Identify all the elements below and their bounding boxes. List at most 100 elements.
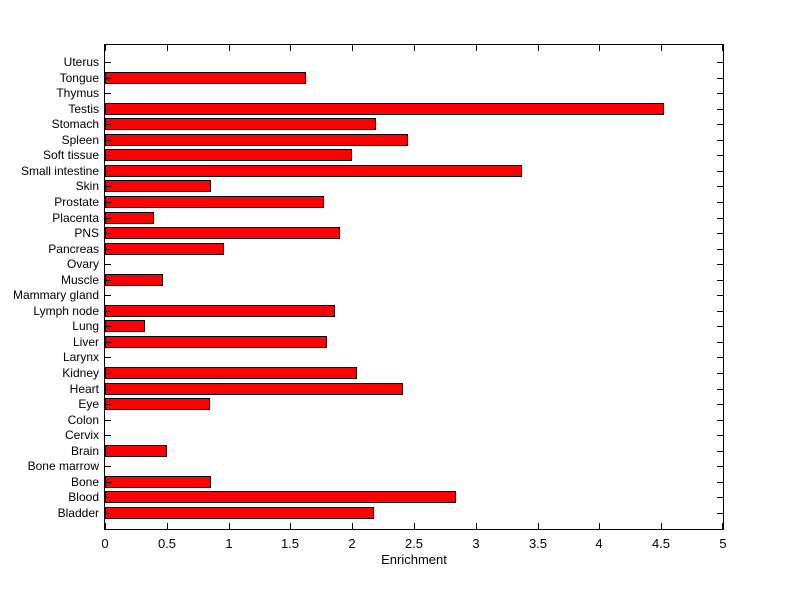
y-tick-mark: [105, 124, 111, 126]
y-tick-label: Larynx: [62, 350, 99, 365]
y-tick-mark: [717, 108, 723, 110]
x-tick-label: 1: [225, 536, 233, 551]
y-tick-mark: [105, 450, 111, 452]
y-tick-mark: [105, 419, 111, 421]
y-tick-label: Ovary: [66, 257, 99, 272]
y-tick-mark: [717, 186, 723, 188]
y-tick-label: Heart: [69, 381, 99, 396]
bar: [105, 506, 375, 519]
bar: [105, 133, 408, 146]
y-tick-label: Bone: [70, 474, 99, 489]
plot-area: [104, 44, 724, 530]
x-tick-mark: [414, 523, 415, 529]
x-tick-mark: [661, 523, 662, 529]
y-tick-label: Uterus: [63, 55, 99, 69]
y-tick-label: Pancreas: [48, 241, 99, 256]
y-tick-label: Brain: [70, 443, 99, 458]
x-tick-mark: [538, 45, 539, 51]
y-tick-mark: [717, 233, 723, 235]
bar: [105, 102, 664, 115]
x-tick-label: 0.5: [157, 536, 177, 551]
y-tick-mark: [105, 139, 111, 141]
y-tick-mark: [717, 248, 723, 250]
y-tick-label: Tongue: [59, 70, 99, 85]
bar: [105, 149, 353, 162]
bar: [105, 475, 212, 488]
x-tick-label: 4: [595, 536, 603, 551]
y-tick-label: Colon: [67, 412, 99, 427]
y-tick-label: Blood: [68, 490, 99, 505]
x-tick-mark: [476, 45, 477, 51]
y-tick-label: Stomach: [51, 117, 99, 132]
y-tick-mark: [105, 62, 111, 63]
y-tick-mark: [105, 435, 111, 437]
y-tick-mark: [717, 357, 723, 359]
y-tick-mark: [105, 108, 111, 110]
bar: [105, 164, 522, 177]
y-tick-label: Prostate: [54, 194, 99, 209]
y-tick-label: Kidney: [62, 366, 99, 380]
bar: [105, 382, 403, 395]
x-tick-mark: [105, 45, 106, 51]
bar: [105, 180, 212, 193]
bar: [105, 71, 307, 84]
y-tick-mark: [105, 341, 111, 343]
y-tick-mark: [105, 217, 111, 219]
x-tick-mark: [167, 45, 168, 51]
bar: [105, 211, 155, 224]
y-tick-label: Lung: [72, 319, 99, 334]
y-tick-label: Liver: [72, 334, 99, 349]
y-tick-mark: [105, 248, 111, 250]
bar: [105, 273, 164, 286]
bar: [105, 367, 358, 379]
y-tick-label: Spleen: [61, 132, 99, 147]
y-tick-label: Cervix: [64, 428, 99, 443]
y-tick-mark: [717, 466, 723, 468]
x-tick-mark: [229, 523, 230, 529]
y-tick-label: Mammary gland: [12, 288, 99, 303]
y-tick-mark: [717, 139, 723, 141]
y-tick-label: Bone marrow: [27, 459, 99, 474]
x-tick-mark: [538, 523, 539, 529]
y-axis-labels: Uterus Tongue Thymus Testis Stomach Spleen Sof…: [0, 44, 99, 530]
y-tick-mark: [105, 264, 111, 266]
y-tick-label: PNS: [74, 226, 99, 241]
y-tick-label: Small intestine: [20, 163, 99, 178]
x-tick-label: 4.5: [651, 536, 671, 551]
y-tick-mark: [105, 373, 111, 374]
y-tick-label: Thymus: [56, 86, 99, 101]
x-tick-mark: [352, 523, 353, 529]
x-tick-label: 2: [348, 536, 356, 551]
y-tick-mark: [717, 93, 723, 95]
y-tick-mark: [105, 357, 111, 359]
y-tick-mark: [717, 77, 723, 79]
y-tick-mark: [717, 450, 723, 452]
y-tick-mark: [105, 497, 111, 499]
y-tick-label: Bladder: [57, 505, 99, 520]
x-tick-mark: [167, 523, 168, 529]
y-tick-mark: [717, 497, 723, 499]
y-tick-mark: [105, 77, 111, 79]
y-tick-label: Soft tissue: [42, 148, 99, 163]
x-tick-mark: [352, 45, 353, 51]
y-tick-mark: [717, 326, 723, 328]
y-tick-mark: [105, 279, 111, 281]
x-tick-mark: [599, 45, 600, 51]
bar: [105, 118, 376, 131]
y-tick-mark: [717, 404, 723, 406]
y-tick-mark: [717, 419, 723, 421]
y-tick-mark: [717, 512, 723, 514]
y-tick-label: Muscle: [60, 272, 99, 287]
bar: [105, 491, 457, 504]
y-tick-mark: [717, 481, 723, 483]
x-tick-mark: [661, 45, 662, 51]
x-tick-mark: [229, 45, 230, 51]
y-tick-mark: [717, 201, 723, 203]
bar: [105, 304, 335, 317]
x-axis-label: Enrichment: [381, 552, 447, 567]
x-tick-mark: [105, 523, 106, 529]
y-tick-mark: [105, 233, 111, 235]
bar: [105, 242, 224, 255]
x-tick-mark: [722, 45, 723, 51]
